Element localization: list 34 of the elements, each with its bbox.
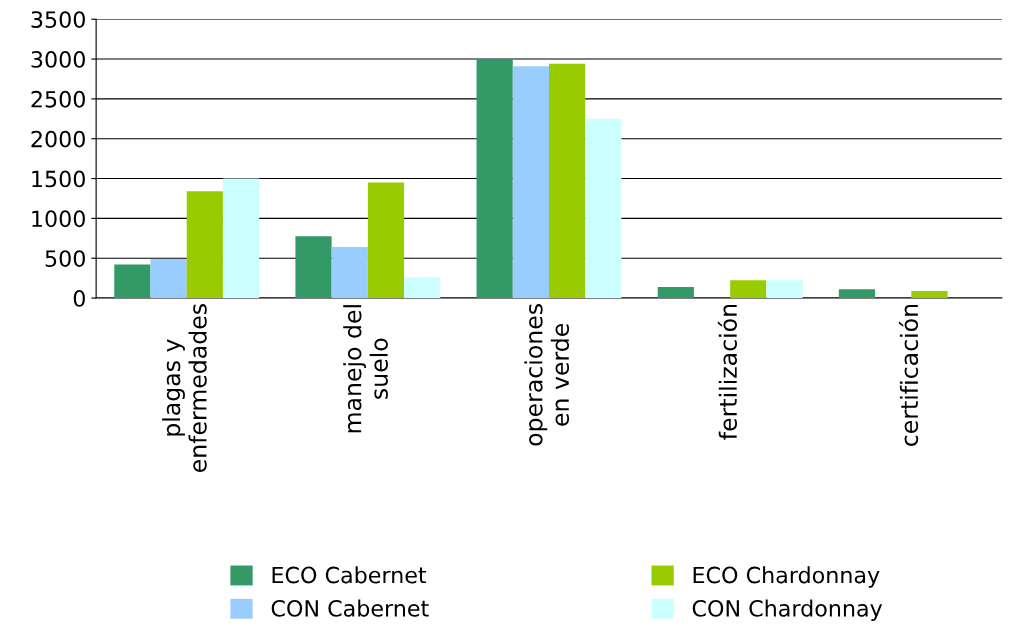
bar: [222, 178, 260, 299]
x-tick-label: operaciones en verde: [524, 304, 570, 446]
y-tick-label: 2500: [31, 90, 85, 108]
bar: [476, 59, 513, 299]
y-tick-label: 1500: [32, 170, 85, 188]
bar: [295, 236, 332, 299]
x-tick-label: manejo del suelo: [343, 305, 388, 433]
y-tick-label: 0: [73, 290, 85, 307]
y-tick-label: 2000: [31, 130, 85, 148]
y-tick-label: 3000: [31, 51, 85, 68]
bar: [838, 289, 876, 299]
x-tick-label: certificación: [898, 304, 919, 446]
y-tick-label: 3500: [31, 11, 85, 28]
bar: [657, 286, 694, 299]
legend-label: ECO Cabernet: [272, 566, 427, 584]
bar: [150, 259, 187, 299]
bar: [331, 247, 368, 299]
bar: [766, 280, 803, 299]
bar: [549, 63, 586, 299]
bar: [186, 191, 223, 299]
bar: [911, 290, 948, 299]
bar: [512, 66, 550, 299]
legend-label: CON Cabernet: [271, 599, 429, 617]
legend-label: CON Chardonnay: [692, 599, 883, 621]
y-tick-label: 500: [45, 250, 85, 267]
bar: [367, 182, 405, 299]
y-tick-label: 1000: [32, 210, 85, 228]
legend-label: ECO Chardonnay: [693, 566, 880, 588]
bar: [114, 264, 151, 299]
x-tick-label: fertilización: [717, 304, 738, 440]
bar: [404, 277, 441, 299]
bar: [585, 118, 622, 299]
bar: [730, 280, 767, 299]
x-tick-label: plagas y enfermedades: [162, 304, 207, 473]
